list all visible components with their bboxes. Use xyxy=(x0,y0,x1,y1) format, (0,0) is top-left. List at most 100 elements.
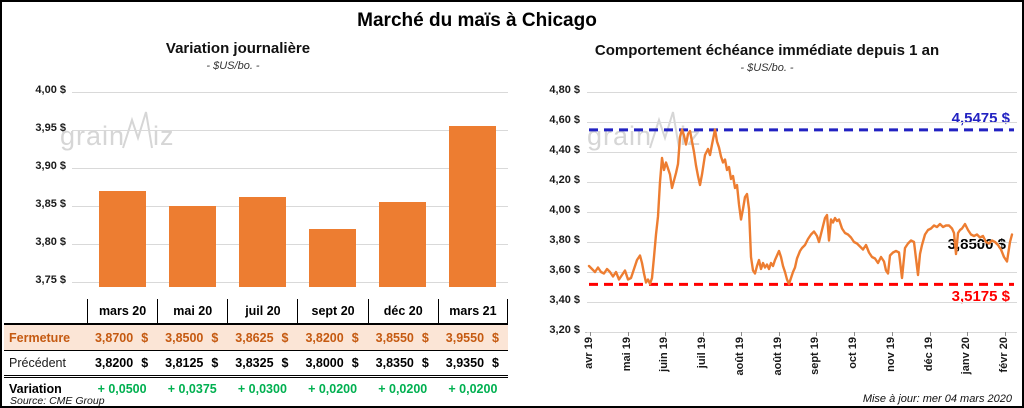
table-value-cell: 3,8350 $ xyxy=(367,351,438,378)
table-value-cell: 3,8200 $ xyxy=(297,325,368,351)
currency-symbol: $ xyxy=(211,330,219,345)
watermark-zigzag-icon xyxy=(122,111,154,149)
y-axis-tick-label: 3,95 $ xyxy=(35,122,66,134)
y-axis-tick-label: 4,80 $ xyxy=(549,84,580,96)
currency-symbol: $ xyxy=(351,356,359,370)
currency-symbol: $ xyxy=(492,330,499,345)
page-title: Marché du maïs à Chicago xyxy=(357,10,597,31)
x-axis-tick-label: juil 19 xyxy=(696,337,709,369)
x-axis-tick xyxy=(967,332,969,336)
y-axis-tick-label: 4,00 $ xyxy=(35,84,66,96)
y-axis-tick-label: 4,20 $ xyxy=(549,174,580,186)
currency-symbol: $ xyxy=(351,330,359,345)
currency-symbol: $ xyxy=(421,330,429,345)
gridline xyxy=(587,212,1017,213)
grainwiz-watermark: grain iz xyxy=(60,110,175,152)
gridline xyxy=(72,244,508,245)
last-price-label: 3,8500 $ xyxy=(947,236,1006,253)
value-number: 3,8325 xyxy=(235,356,274,370)
gridline xyxy=(587,182,1017,183)
watermark-text: grain xyxy=(587,121,653,151)
x-axis-tick xyxy=(1005,332,1006,336)
line-chart-subtitle: - $US/bo. - xyxy=(740,62,794,74)
table-value-cell: 3,8625 $ xyxy=(227,325,298,351)
value-number: 3,8125 xyxy=(165,356,204,370)
table-value-cell: + 0,0300 xyxy=(237,382,287,396)
gridline xyxy=(587,302,1017,303)
gridline xyxy=(72,168,508,169)
table-value-cell: + 0,0375 xyxy=(167,382,217,396)
x-axis-tick xyxy=(816,332,818,336)
x-axis-tick-label: janv 20 xyxy=(960,337,973,375)
gridline xyxy=(587,152,1017,153)
gridline xyxy=(587,122,1017,123)
row-label: Précédent xyxy=(4,351,87,378)
y-axis-tick-label: 3,20 $ xyxy=(549,324,580,336)
y-axis-tick-label: 3,90 $ xyxy=(35,160,66,172)
table-value-cell: 3,8700 $ xyxy=(87,325,158,351)
gridline xyxy=(72,282,508,283)
value-number: 3,8500 xyxy=(165,330,204,345)
x-axis-tick-label: sept 19 xyxy=(809,337,822,375)
bar xyxy=(449,126,497,287)
table-value-cell: + 0,0200 xyxy=(308,382,358,396)
gridline xyxy=(587,272,1017,273)
y-axis-tick-label: 3,85 $ xyxy=(35,198,66,210)
table-value-cell: 3,8550 $ xyxy=(367,325,438,351)
x-axis-tick xyxy=(703,332,705,336)
x-axis-tick xyxy=(891,332,893,336)
x-axis-tick xyxy=(778,332,780,336)
table-value-cell: 3,8325 $ xyxy=(227,351,298,378)
table-value-cell: 3,9350 $ xyxy=(437,351,508,378)
y-axis-tick-label: 4,40 $ xyxy=(549,144,580,156)
x-axis-tick-label: juin 19 xyxy=(658,337,671,372)
currency-symbol: $ xyxy=(211,356,219,370)
value-number: 3,8700 xyxy=(94,330,134,345)
column-header: mars 20 xyxy=(87,299,158,325)
bar xyxy=(98,190,146,287)
row-label: Fermeture xyxy=(4,325,87,351)
x-axis-tick-label: nov 19 xyxy=(884,337,897,372)
x-axis-tick-label: mai 19 xyxy=(620,337,633,372)
y-axis-tick-label: 3,60 $ xyxy=(549,264,580,276)
gridline xyxy=(72,92,508,93)
column-header: déc 20 xyxy=(367,299,438,325)
x-axis-tick xyxy=(665,332,667,336)
column-header: mai 20 xyxy=(157,299,228,325)
x-axis-tick-label: août 19 xyxy=(771,337,784,376)
bar xyxy=(379,202,427,287)
x-axis-tick-label: août 19 xyxy=(733,337,746,376)
gridline xyxy=(72,206,508,207)
value-number: 3,8350 xyxy=(375,356,414,370)
y-axis-tick-label: 3,80 $ xyxy=(549,234,580,246)
currency-symbol: $ xyxy=(281,330,289,345)
currency-symbol: $ xyxy=(281,356,289,370)
value-number: 3,9550 xyxy=(445,330,485,345)
futures-quote-table: mars 20 mai 20 juil 20 sept 20 déc 20 mars 21… xyxy=(4,299,508,400)
table-value-cell: 3,8000 $ xyxy=(297,351,368,378)
y-axis-tick-label: 3,80 $ xyxy=(35,236,66,248)
x-axis-tick-label: avr 19 xyxy=(583,337,595,369)
table-value-cell: 3,8200 $ xyxy=(87,351,158,378)
y-axis-tick-label: 4,60 $ xyxy=(549,114,580,126)
y-axis-tick-label: 3,75 $ xyxy=(35,274,66,286)
watermark-text: iz xyxy=(153,121,175,151)
line-chart-title: Comportement échéance immédiate depuis 1… xyxy=(594,42,940,59)
low-reference-label: 3,5175 $ xyxy=(951,288,1010,305)
price-line-series xyxy=(587,128,1014,286)
gridline xyxy=(587,92,1017,93)
value-number: 3,8000 xyxy=(305,356,344,370)
gridline xyxy=(587,242,1017,243)
bar-chart-subtitle: - $US/bo. - xyxy=(206,60,260,72)
row-label: Variation xyxy=(9,382,62,396)
table-value-cell: + 0,0500 xyxy=(97,382,147,396)
table-value-cell: 3,8500 $ xyxy=(157,325,228,351)
bar xyxy=(238,196,286,287)
currency-symbol: $ xyxy=(421,356,429,370)
currency-symbol: $ xyxy=(141,330,149,345)
x-axis-tick-label: déc 19 xyxy=(922,337,935,372)
value-number: 3,8625 xyxy=(235,330,274,345)
x-axis-tick xyxy=(627,332,629,336)
currency-symbol: $ xyxy=(492,356,499,370)
